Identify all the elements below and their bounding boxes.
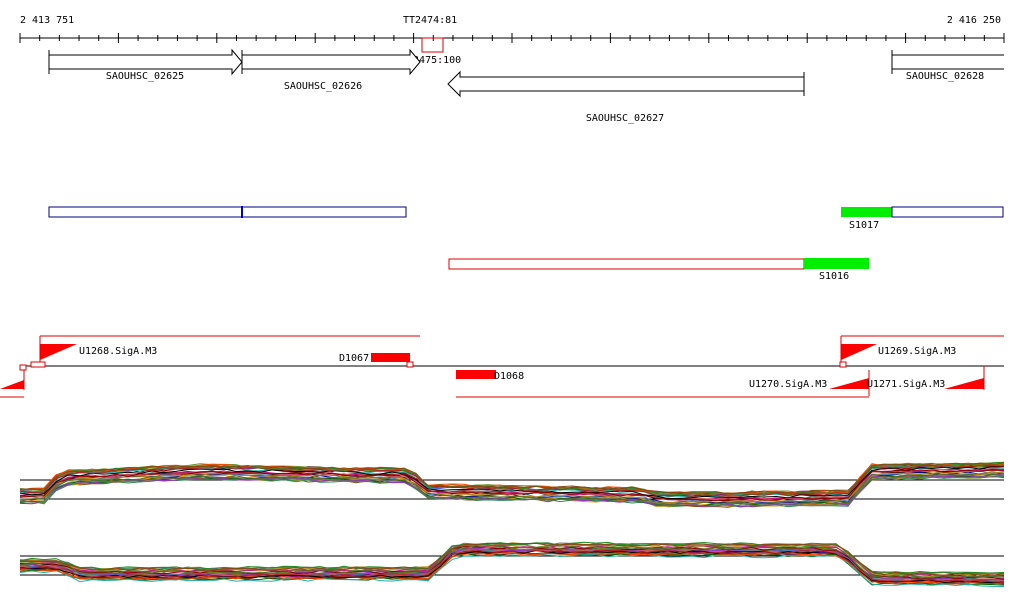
gene-label: SAOUHSC_02627 xyxy=(586,113,664,124)
segment-box[interactable] xyxy=(448,258,805,270)
promoter-wedge-edge[interactable] xyxy=(0,380,24,389)
segment-box[interactable] xyxy=(891,206,1004,218)
promoter-wedge xyxy=(829,378,869,389)
segment-track-minus: S1016 xyxy=(448,258,869,282)
gene-saouhsc-02628[interactable]: SAOUHSC_02628 xyxy=(891,50,1004,82)
feature-marker xyxy=(839,361,847,368)
terminator-track: TT2474:81 TT2475:100 xyxy=(401,15,461,66)
segment-box[interactable] xyxy=(48,206,243,218)
feature-u1268[interactable]: U1268.SigA.M3 xyxy=(30,336,157,368)
gene-saouhsc-02626[interactable]: SAOUHSC_02626 xyxy=(241,48,421,92)
segment-label-s1016: S1016 xyxy=(819,271,849,282)
expression-trace xyxy=(19,469,1005,502)
feature-u1271[interactable]: U1271.SigA.M3 xyxy=(867,366,985,390)
expression-trace xyxy=(19,464,1005,497)
expression-trace xyxy=(19,476,1004,508)
feature-track: U1268.SigA.M3 D1067 D1068 U1270.SigA.M3 xyxy=(0,335,1004,398)
terminator-box[interactable] xyxy=(421,37,444,53)
feature-label: U1270.SigA.M3 xyxy=(749,379,827,390)
segment-track-plus: S1017 xyxy=(48,206,1004,231)
segment-label-s1017: S1017 xyxy=(849,220,879,231)
expression-panel-upper xyxy=(19,461,1005,508)
ruler-ticks xyxy=(19,33,1005,43)
gene-arrow-minus xyxy=(447,70,805,98)
gene-saouhsc-02625[interactable]: SAOUHSC_02625 xyxy=(48,48,243,82)
terminator-label-tt2474: TT2474:81 xyxy=(403,15,457,26)
expression-trace xyxy=(19,549,1005,584)
gene-label: SAOUHSC_02628 xyxy=(906,71,984,82)
gene-arrow-plus xyxy=(48,48,243,76)
segment-s1017-highlight[interactable] xyxy=(841,207,892,217)
expression-trace xyxy=(19,468,1005,502)
expression-traces xyxy=(19,541,1005,587)
gene-label: SAOUHSC_02625 xyxy=(106,71,184,82)
feature-label: D1068 xyxy=(494,371,524,382)
gene-label: SAOUHSC_02626 xyxy=(284,81,362,92)
deletion-bar xyxy=(371,353,410,362)
deletion-bar xyxy=(456,370,496,379)
expression-trace xyxy=(19,462,1005,495)
expression-trace xyxy=(19,473,1005,507)
feature-marker xyxy=(30,361,46,368)
expression-trace xyxy=(19,542,1005,576)
expression-trace xyxy=(19,465,1005,500)
feature-label: D1067 xyxy=(339,353,369,364)
expression-trace xyxy=(19,545,1005,579)
feature-d1067[interactable]: D1067 xyxy=(339,353,414,368)
gene-track: SAOUHSC_02625 SAOUHSC_02626 SAOUHSC_0262… xyxy=(48,48,1004,124)
expression-trace xyxy=(19,551,1005,585)
gene-saouhsc-02627[interactable]: SAOUHSC_02627 xyxy=(447,70,805,124)
expression-panel-lower xyxy=(19,541,1005,587)
promoter-wedge xyxy=(944,378,984,389)
gene-box-plus xyxy=(891,50,1004,74)
feature-u1270[interactable]: U1270.SigA.M3 xyxy=(749,370,870,396)
expression-trace xyxy=(19,473,1005,506)
expression-trace xyxy=(19,549,1005,583)
feature-u1269[interactable]: U1269.SigA.M3 xyxy=(839,336,956,368)
gene-arrow-plus xyxy=(241,48,421,76)
coordinate-ruler: 2 413 751 2 416 250 xyxy=(19,15,1005,43)
terminator-label-tt2475: TT2475:100 xyxy=(401,55,461,66)
expression-trace xyxy=(19,462,1005,495)
feature-d1068[interactable]: D1068 xyxy=(456,370,524,382)
promoter-wedge xyxy=(841,344,877,360)
feature-label: U1271.SigA.M3 xyxy=(867,379,945,390)
expression-traces xyxy=(19,461,1005,508)
segment-s1016-highlight[interactable] xyxy=(804,258,869,269)
feature-marker xyxy=(406,361,414,368)
segment-box[interactable] xyxy=(241,206,407,218)
promoter-wedge xyxy=(40,344,77,360)
ruler-start-label: 2 413 751 xyxy=(20,15,74,26)
feature-label: U1269.SigA.M3 xyxy=(878,346,956,357)
feature-marker xyxy=(19,364,27,371)
feature-label: U1268.SigA.M3 xyxy=(79,346,157,357)
expression-trace xyxy=(19,469,1005,501)
ruler-end-label: 2 416 250 xyxy=(947,15,1001,26)
